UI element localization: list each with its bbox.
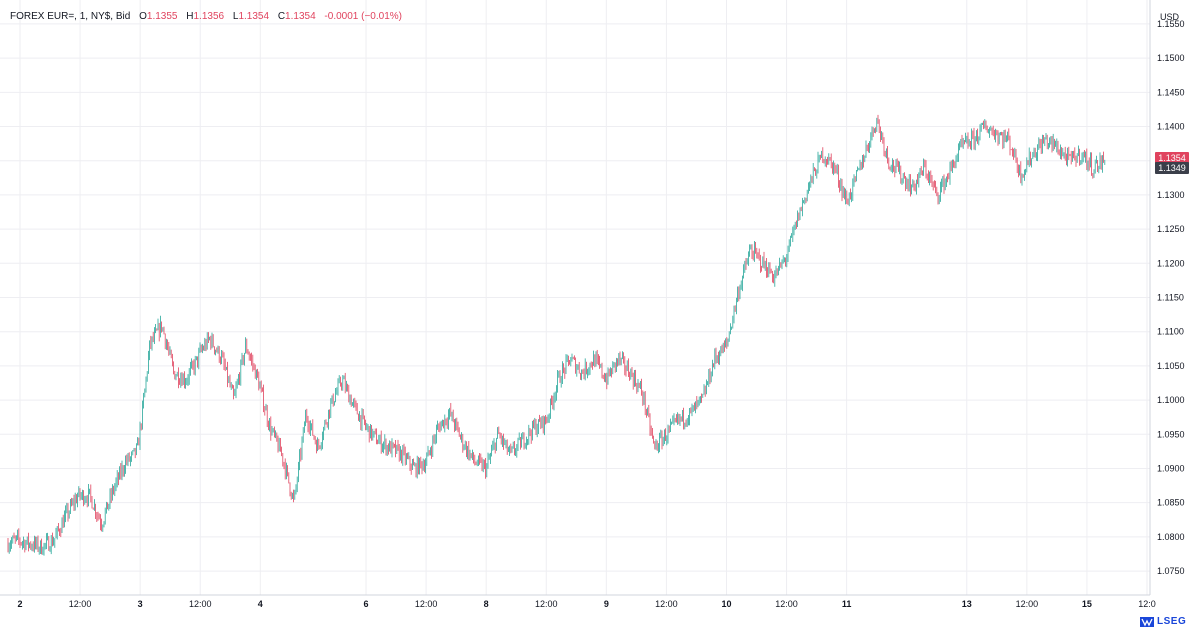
high-label: H: [186, 11, 194, 22]
y-tick-label: 1.1100: [1157, 327, 1184, 337]
grid: [0, 0, 1150, 595]
x-tick-label: 12:0: [1138, 599, 1156, 609]
change-value: -0.0001 (−0.01%): [324, 11, 402, 22]
y-tick-label: 1.1150: [1157, 293, 1184, 303]
y-tick-label: 1.1300: [1157, 190, 1185, 200]
x-tick-label: 12:00: [69, 599, 92, 609]
y-tick-label: 1.1200: [1157, 258, 1185, 268]
x-tick-label: 9: [604, 599, 609, 609]
y-tick-label: 1.0850: [1157, 498, 1185, 508]
y-tick-label: 1.1500: [1157, 53, 1185, 63]
symbol-label[interactable]: FOREX EUR=, 1, NY$, Bid: [10, 11, 131, 22]
candles: [7, 114, 1106, 556]
x-tick-label: 12:00: [189, 599, 212, 609]
x-tick-label: 12:00: [655, 599, 678, 609]
x-tick-label: 3: [138, 599, 143, 609]
currency-label[interactable]: USD: [1160, 12, 1180, 22]
y-tick-label: 1.0750: [1157, 566, 1185, 576]
price-axis[interactable]: 1.0750 1.0800 1.0850 1.0900 1.0950 1.1000 1.10…: [1157, 19, 1185, 576]
time-axis[interactable]: 2 12:00 3 12:00 4 6 12:00 8 12:00 9 12:00 10 12:00 11…: [17, 599, 1155, 609]
x-tick-label: 4: [258, 599, 263, 609]
y-tick-label: 1.1000: [1157, 395, 1185, 405]
logo-text: LSEG: [1157, 616, 1187, 627]
last-price-tag: 1.1354: [1155, 151, 1189, 164]
close-label: C: [277, 11, 286, 22]
close-value: 1.1354: [285, 11, 316, 22]
low-value: 1.1354: [238, 11, 270, 22]
y-tick-label: 1.0900: [1157, 463, 1185, 473]
x-tick-label: 10: [721, 599, 731, 609]
open-value: 1.1355: [146, 11, 178, 22]
x-tick-label: 12:00: [535, 599, 558, 609]
x-tick-label: 11: [842, 599, 852, 609]
open-label: O: [139, 11, 147, 22]
x-tick-label: 13: [962, 599, 972, 609]
y-tick-label: 1.1450: [1157, 87, 1185, 97]
low-label: L: [232, 11, 239, 22]
x-tick-label: 12:00: [1016, 599, 1039, 609]
y-tick-label: 1.1250: [1157, 224, 1185, 234]
y-tick-label: 1.1050: [1157, 361, 1185, 371]
x-tick-label: 12:00: [415, 599, 438, 609]
y-tick-label: 1.1400: [1157, 122, 1185, 132]
lseg-logo[interactable]: LSEG: [1140, 616, 1186, 627]
high-value: 1.1356: [193, 11, 225, 22]
x-tick-label: 8: [484, 599, 489, 609]
lseg-logo-icon: [1140, 616, 1154, 627]
x-tick-label: 12:00: [775, 599, 798, 609]
x-tick-label: 6: [364, 599, 369, 609]
ohlc-legend: FOREX EUR=, 1, NY$, Bid O1.1355 H1.1356 …: [10, 11, 402, 22]
y-tick-label: 1.1550: [1157, 19, 1185, 29]
y-tick-label: 1.0950: [1157, 429, 1185, 439]
bid-price-tag: 1.1349: [1155, 162, 1189, 175]
x-tick-label: 15: [1082, 599, 1092, 609]
x-tick-label: 2: [17, 599, 22, 609]
y-tick-label: 1.0800: [1157, 532, 1185, 542]
